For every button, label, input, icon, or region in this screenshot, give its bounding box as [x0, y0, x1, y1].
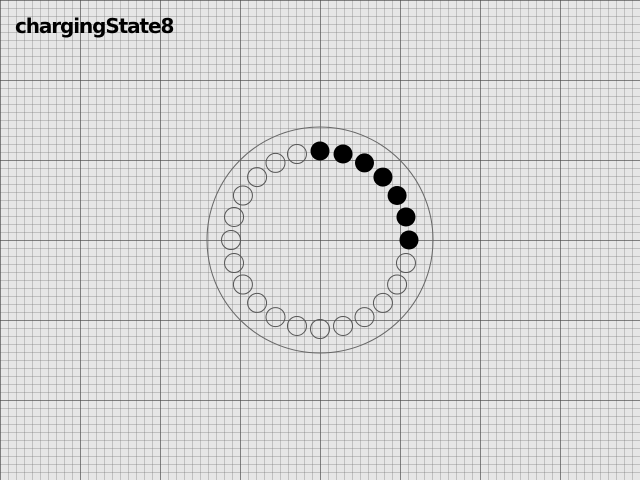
charge-dot-filled	[310, 141, 330, 161]
charge-dot-empty	[224, 206, 245, 227]
charge-dot-empty	[224, 253, 245, 274]
charging-dots	[221, 141, 419, 339]
charge-dot-empty	[333, 315, 354, 336]
charge-dot-empty	[265, 152, 286, 173]
charge-dot-filled	[373, 167, 393, 187]
charge-dot-empty	[387, 274, 408, 295]
charge-dot-filled	[396, 207, 416, 227]
charge-dot-empty	[286, 144, 307, 165]
charge-dot-empty	[232, 185, 253, 206]
charge-dot-empty	[286, 315, 307, 336]
charge-dot-filled	[333, 144, 353, 164]
charge-dot-empty	[265, 307, 286, 328]
charge-dot-empty	[395, 253, 416, 274]
charge-dot-empty	[372, 292, 393, 313]
charge-dot-empty	[247, 292, 268, 313]
charge-dot-filled	[355, 153, 374, 173]
charge-dot-empty	[310, 319, 330, 339]
outer-ring	[206, 126, 434, 354]
charge-dot-filled	[399, 230, 419, 250]
charge-dot-empty	[232, 274, 253, 295]
charge-dot-empty	[247, 167, 268, 188]
state-title: chargingState8	[15, 14, 174, 38]
charge-dot-filled	[387, 186, 407, 205]
charge-dot-empty	[221, 230, 241, 250]
charge-dot-empty	[354, 307, 375, 328]
